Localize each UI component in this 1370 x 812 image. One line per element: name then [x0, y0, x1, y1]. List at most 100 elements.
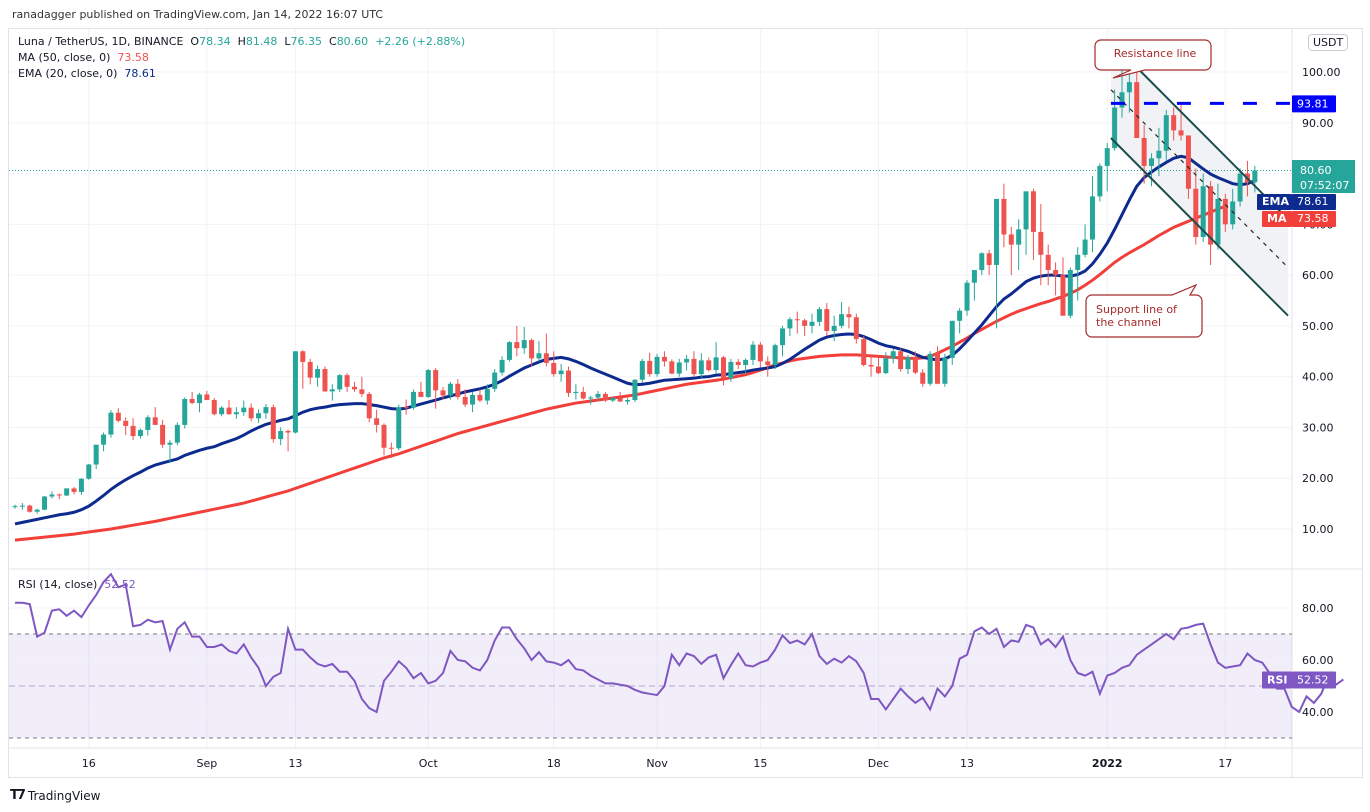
- candle-bearish[interactable]: [130, 425, 136, 437]
- candle-bullish[interactable]: [447, 383, 453, 396]
- candle-bearish[interactable]: [27, 505, 33, 512]
- candle-bullish[interactable]: [470, 394, 476, 405]
- candle-bearish[interactable]: [160, 424, 166, 445]
- candle-bullish[interactable]: [108, 412, 114, 435]
- candle-bearish[interactable]: [366, 393, 372, 419]
- candle-bearish[interactable]: [1030, 191, 1036, 232]
- candle-bullish[interactable]: [787, 319, 793, 329]
- candle-bearish[interactable]: [846, 314, 852, 318]
- candle-bearish[interactable]: [477, 394, 483, 401]
- candle-bearish[interactable]: [152, 417, 158, 425]
- candle-bullish[interactable]: [1075, 254, 1081, 271]
- support-callout[interactable]: [1085, 283, 1203, 338]
- candle-bearish[interactable]: [794, 319, 800, 321]
- candle-bearish[interactable]: [418, 391, 424, 397]
- candle-bearish[interactable]: [71, 488, 77, 492]
- candle-bearish[interactable]: [322, 369, 328, 392]
- candle-bearish[interactable]: [861, 339, 867, 365]
- candle-bullish[interactable]: [994, 198, 1000, 265]
- candle-bullish[interactable]: [1112, 107, 1118, 149]
- candle-bearish[interactable]: [602, 393, 608, 401]
- candle-bullish[interactable]: [698, 360, 704, 375]
- candle-bullish[interactable]: [521, 340, 527, 349]
- candle-bullish[interactable]: [1200, 186, 1206, 238]
- ma50-line[interactable]: [14, 204, 1226, 542]
- candle-bearish[interactable]: [403, 407, 409, 409]
- candle-bearish[interactable]: [462, 396, 468, 405]
- candle-bearish[interactable]: [374, 418, 380, 425]
- candle-bearish[interactable]: [765, 361, 771, 365]
- candle-bullish[interactable]: [1067, 270, 1073, 316]
- candle-bullish[interactable]: [809, 321, 815, 326]
- candle-bullish[interactable]: [1126, 82, 1132, 93]
- candle-bullish[interactable]: [949, 320, 955, 358]
- candle-bullish[interactable]: [1230, 201, 1236, 225]
- candle-bullish[interactable]: [64, 488, 70, 496]
- candle-bullish[interactable]: [1082, 239, 1088, 255]
- candle-bearish[interactable]: [912, 357, 918, 373]
- candle-bullish[interactable]: [49, 494, 55, 497]
- candle-bullish[interactable]: [263, 407, 269, 414]
- candle-bullish[interactable]: [278, 430, 284, 440]
- candle-bearish[interactable]: [1141, 137, 1147, 166]
- candle-bullish[interactable]: [292, 351, 298, 433]
- candle-bullish[interactable]: [219, 407, 225, 415]
- candle-bullish[interactable]: [484, 388, 490, 401]
- candle-bearish[interactable]: [1208, 186, 1214, 245]
- candle-bearish[interactable]: [359, 389, 365, 394]
- candle-bearish[interactable]: [455, 383, 461, 397]
- candle-bullish[interactable]: [1237, 173, 1243, 202]
- candle-bullish[interactable]: [831, 325, 837, 331]
- candle-bearish[interactable]: [1008, 234, 1014, 245]
- candle-bullish[interactable]: [971, 270, 977, 283]
- candle-bullish[interactable]: [1104, 148, 1110, 166]
- candle-bullish[interactable]: [86, 464, 92, 479]
- candle-bullish[interactable]: [588, 397, 594, 399]
- candle-bearish[interactable]: [123, 420, 129, 426]
- candle-bearish[interactable]: [115, 412, 121, 421]
- candle-bullish[interactable]: [93, 444, 99, 465]
- candle-bearish[interactable]: [1045, 254, 1051, 271]
- candle-bullish[interactable]: [654, 356, 660, 375]
- candle-bearish[interactable]: [211, 400, 217, 415]
- candle-bearish[interactable]: [285, 430, 291, 433]
- candle-bearish[interactable]: [1222, 198, 1228, 225]
- candle-bullish[interactable]: [632, 379, 638, 401]
- candle-bearish[interactable]: [647, 360, 653, 375]
- candle-bullish[interactable]: [1215, 198, 1221, 245]
- candle-bullish[interactable]: [337, 375, 343, 390]
- candle-bullish[interactable]: [233, 412, 239, 415]
- candle-bullish[interactable]: [772, 345, 778, 365]
- candle-bullish[interactable]: [1156, 150, 1162, 159]
- candle-bullish[interactable]: [411, 391, 417, 408]
- candle-bearish[interactable]: [300, 351, 306, 362]
- candle-bullish[interactable]: [1016, 229, 1022, 245]
- resistance-callout[interactable]: [1094, 39, 1212, 79]
- candle-bearish[interactable]: [669, 361, 675, 374]
- candle-bullish[interactable]: [573, 391, 579, 393]
- candle-bullish[interactable]: [839, 314, 845, 326]
- ema-legend[interactable]: EMA (20, close, 0) 78.61: [18, 67, 156, 80]
- candle-bullish[interactable]: [780, 328, 786, 346]
- candle-bearish[interactable]: [720, 357, 726, 379]
- candle-bullish[interactable]: [942, 357, 948, 384]
- candle-bullish[interactable]: [1023, 191, 1029, 230]
- candle-bullish[interactable]: [167, 442, 173, 445]
- candle-bearish[interactable]: [935, 353, 940, 384]
- channel-midline[interactable]: [1110, 89, 1289, 268]
- candle-bearish[interactable]: [226, 407, 232, 415]
- candle-bearish[interactable]: [543, 353, 549, 363]
- candle-bullish[interactable]: [42, 496, 48, 510]
- candle-bearish[interactable]: [691, 358, 697, 375]
- candle-bearish[interactable]: [1193, 188, 1199, 238]
- candle-bullish[interactable]: [684, 358, 690, 363]
- candle-bearish[interactable]: [1038, 231, 1044, 255]
- candle-bearish[interactable]: [868, 364, 874, 367]
- candle-bearish[interactable]: [189, 399, 195, 404]
- candle-bearish[interactable]: [875, 366, 881, 374]
- candle-bearish[interactable]: [898, 351, 904, 370]
- candle-bearish[interactable]: [802, 320, 808, 326]
- candle-bullish[interactable]: [625, 400, 631, 402]
- candle-bullish[interactable]: [816, 309, 822, 322]
- candle-bearish[interactable]: [986, 253, 992, 265]
